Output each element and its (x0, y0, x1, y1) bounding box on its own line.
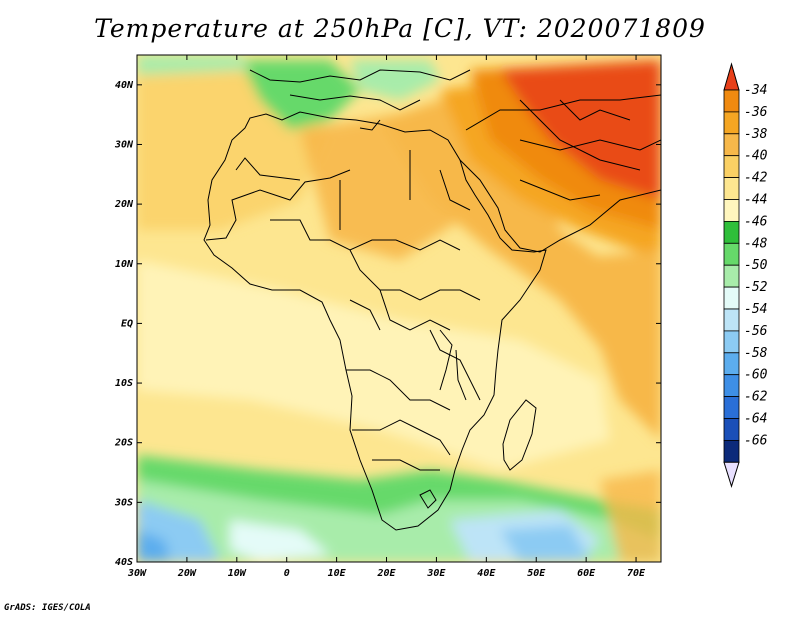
lon-tick-label: 20E (376, 568, 396, 579)
colorbar: -34 -36 -38 -40 -42 -44 -46 -48 -50 -52 -54 -56 -58 -… (723, 62, 768, 488)
colorbar-swatch (723, 111, 740, 135)
colorbar-swatch (723, 220, 740, 244)
colorbar-swatch (723, 330, 740, 354)
colorbar-label: -54 (744, 302, 767, 317)
colorbar-label: -48 (744, 236, 768, 251)
coastlines (203, 69, 661, 531)
colorbar-swatch (723, 242, 740, 266)
colorbar-swatch (723, 396, 740, 419)
colorbar-swatch (723, 418, 740, 441)
lat-tick-label: 30N (114, 139, 134, 150)
lat-tick-label: EQ (121, 318, 133, 329)
colorbar-swatch (723, 264, 740, 288)
colorbar-swatch (723, 199, 740, 222)
colorbar-swatch (723, 352, 740, 376)
colorbar-label: -52 (744, 280, 768, 295)
lat-tick-label: 40S (115, 557, 133, 568)
colorbar-label: -36 (744, 105, 768, 120)
colorbar-label: -64 (744, 412, 767, 427)
longitude-axis: 30W 20W 10W 0 10E 20E 30E 40E 50E 60E 70E (127, 55, 646, 579)
map-title: Temperature at 250hPa [C], VT: 202007180… (94, 14, 706, 43)
colorbar-label: -38 (744, 127, 768, 142)
lon-tick-label: 10E (328, 568, 347, 579)
lat-tick-label: 20S (114, 438, 133, 449)
lat-tick-label: 40N (115, 80, 134, 91)
lat-tick-label: 30S (114, 497, 133, 508)
colorbar-label: -50 (744, 258, 768, 273)
colorbar-label: -34 (744, 83, 767, 98)
grads-credit: GrADS: IGES/COLA (4, 603, 91, 613)
lat-tick-label: 10N (115, 259, 134, 270)
colorbar-swatch (723, 374, 740, 398)
lon-tick-label: 60E (577, 568, 596, 579)
colorbar-swatch (723, 308, 740, 332)
colorbar-swatch (723, 155, 740, 178)
colorbar-label: -66 (744, 433, 768, 448)
map-frame (136, 54, 662, 563)
latitude-axis: 40N 30N 20N 10N EQ 10S 20S 30S 40S (114, 80, 661, 568)
lon-tick-label: 40E (477, 568, 496, 579)
lon-tick-label: 10W (228, 568, 247, 579)
lat-tick-label: 10S (115, 378, 133, 389)
colorbar-label: -40 (744, 149, 768, 164)
lon-tick-label: 50E (527, 568, 546, 579)
colorbar-label: -44 (744, 193, 767, 208)
colorbar-swatch (723, 177, 740, 200)
colorbar-swatch (723, 286, 740, 310)
colorbar-label: -58 (744, 346, 768, 361)
lon-tick-label: 70E (627, 568, 646, 579)
colorbar-bottom-arrow (723, 461, 740, 488)
colorbar-label: -56 (744, 324, 768, 339)
colorbar-swatch (723, 439, 740, 463)
temperature-field (137, 55, 661, 562)
lon-tick-label: 30E (426, 568, 446, 579)
lon-tick-label: 0 (284, 568, 290, 579)
colorbar-label: -46 (744, 214, 768, 229)
colorbar-label: -42 (744, 171, 768, 186)
lon-tick-label: 20W (177, 568, 197, 579)
lon-tick-label: 30W (127, 568, 147, 579)
colorbar-label: -60 (744, 368, 768, 383)
colorbar-swatch (723, 133, 740, 157)
colorbar-swatch (723, 89, 740, 113)
lat-tick-label: 20N (114, 199, 134, 210)
colorbar-top-arrow (723, 62, 740, 91)
colorbar-label: -62 (744, 390, 768, 405)
